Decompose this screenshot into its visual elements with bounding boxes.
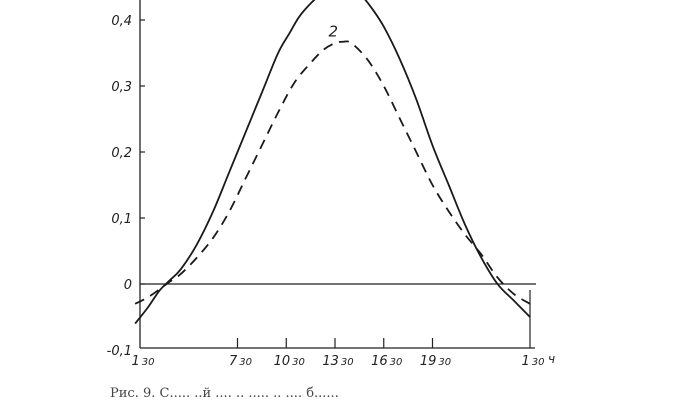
x-tick-hour: 1 (521, 354, 529, 369)
y-tick-label: 0,2 (111, 146, 132, 161)
x-tick-hour: 7 (229, 354, 238, 369)
x-tick-hour: 1 (131, 354, 139, 369)
series-layer (134, 0, 531, 325)
x-tick-minutes: 30 (341, 357, 354, 368)
x-tick-minutes: 30 (438, 357, 451, 368)
x-tick-label: 19 30 (420, 354, 451, 369)
axes: -0,100,10,20,30,41 30 7 30 10 30 13 30 16 30 19 30 1… (107, 0, 555, 369)
x-tick-hour: 10 (274, 354, 291, 369)
x-tick-label: 7 30 (229, 354, 252, 369)
series-2-dashed-line (134, 40, 531, 305)
y-tick-label: 0,4 (111, 14, 132, 29)
y-tick-label: -0,1 (107, 344, 132, 359)
x-tick-minutes: 30 (239, 357, 252, 368)
x-tick-hour: 13 (322, 354, 339, 369)
label-layer: 2 (329, 23, 339, 41)
x-tick-minutes: 30 (142, 357, 155, 368)
y-tick-label: 0,1 (111, 212, 132, 227)
x-axis-unit-label: ч (548, 352, 555, 366)
series-1-solid-line (134, 0, 531, 325)
y-tick-label: 0,3 (111, 80, 132, 95)
x-tick-label: 13 30 (322, 354, 353, 369)
curve-label-annotation: 2 (329, 23, 339, 41)
x-tick-label: 1 30 (131, 354, 154, 369)
x-tick-hour: 16 (371, 354, 388, 369)
x-tick-label: 10 30 (274, 354, 305, 369)
x-tick-hour: 19 (420, 354, 437, 369)
x-tick-label: 16 30 (371, 354, 402, 369)
x-tick-minutes: 30 (532, 357, 545, 368)
x-tick-minutes: 30 (390, 357, 403, 368)
figure-caption: Рис. 9. С..... ..й .... .. ..... .. ....… (110, 386, 339, 401)
y-tick-label: 0 (124, 278, 132, 293)
x-tick-label: 1 30 (521, 354, 544, 369)
x-tick-minutes: 30 (292, 357, 305, 368)
